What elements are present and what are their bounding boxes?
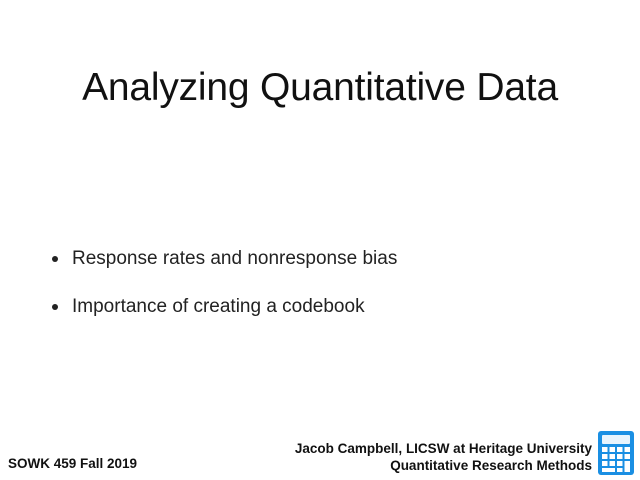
- calculator-icon: [598, 431, 634, 475]
- bullet-text: Importance of creating a codebook: [72, 296, 365, 317]
- course-code: SOWK 459 Fall 2019: [8, 456, 138, 471]
- bullet-dot-icon: [52, 304, 58, 310]
- slide-title: Analyzing Quantitative Data: [82, 66, 558, 110]
- bullet-text: Response rates and nonresponse bias: [72, 248, 398, 269]
- list-item: Importance of creating a codebook: [52, 294, 397, 320]
- list-item: Response rates and nonresponse bias: [52, 246, 397, 272]
- bullet-dot-icon: [52, 256, 58, 262]
- author-credit: Jacob Campbell, LICSW at Heritage Univer…: [295, 440, 592, 474]
- bullet-list: Response rates and nonresponse bias Impo…: [52, 246, 397, 342]
- author-name: Jacob Campbell, LICSW at Heritage Univer…: [294, 441, 592, 456]
- course-title: Quantitative Research Methods: [390, 458, 592, 473]
